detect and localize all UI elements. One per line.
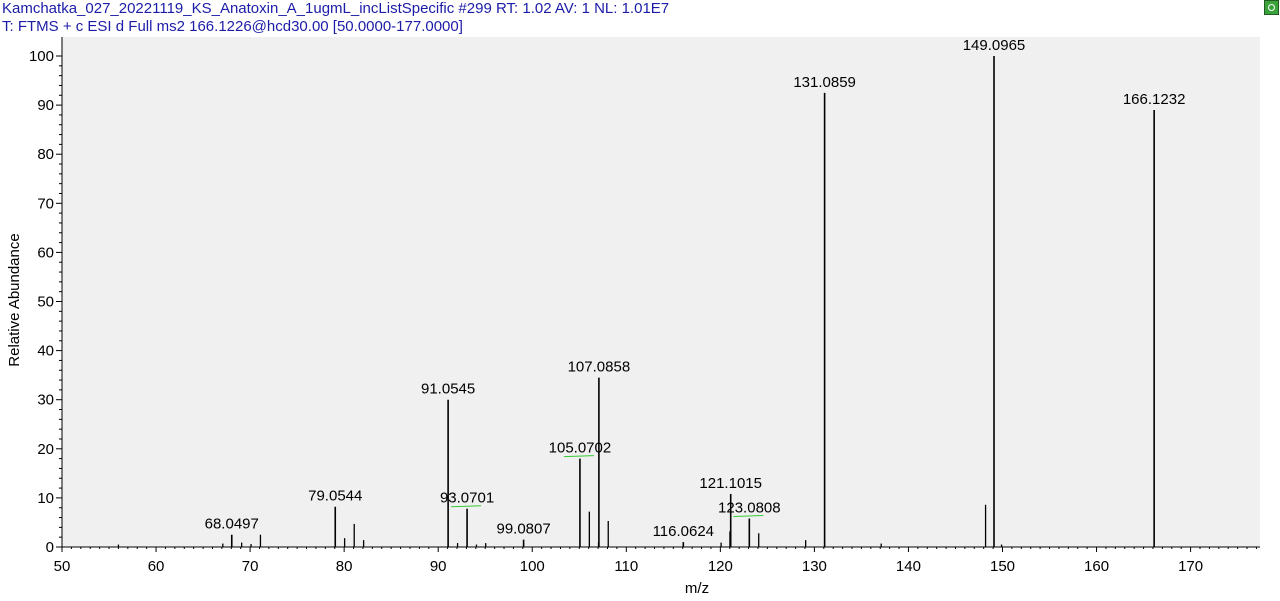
peak-label: 116.0624 — [653, 523, 714, 540]
peak-label-marker — [451, 505, 482, 508]
x-tick-label: 50 — [54, 558, 71, 575]
peak-label: 68.0497 — [205, 516, 259, 533]
peak-label: 107.0858 — [568, 359, 631, 376]
corner-status-icon[interactable] — [1264, 0, 1279, 15]
x-tick-label: 150 — [990, 558, 1015, 575]
x-tick-label: 110 — [614, 558, 638, 575]
plot-area — [62, 37, 1260, 547]
x-tick-label: 160 — [1084, 558, 1109, 575]
x-axis-ticks: 50 60 70 80 90 100 110 120 130 140 150 160 170 — [54, 547, 1203, 575]
y-tick-label: 100 — [29, 48, 54, 65]
x-tick-label: 170 — [1178, 558, 1203, 575]
peak-label-marker — [733, 515, 764, 518]
peak-label: 123.0808 — [718, 500, 781, 517]
y-axis-label: Relative Abundance — [6, 233, 23, 366]
y-tick-label: 80 — [37, 146, 54, 163]
y-tick-label: 70 — [37, 195, 54, 212]
x-tick-label: 90 — [430, 558, 447, 575]
y-tick-label: 50 — [37, 294, 54, 311]
y-tick-label: 10 — [37, 490, 54, 507]
x-tick-label: 80 — [336, 558, 353, 575]
x-tick-label: 100 — [520, 558, 545, 575]
peak-label: 105.0702 — [549, 440, 612, 457]
peak-label: 93.0701 — [440, 490, 494, 507]
peak-label-marker — [563, 455, 594, 458]
peak-label: 99.0807 — [496, 521, 550, 538]
peak-label: 131.0859 — [793, 74, 856, 91]
x-tick-label: 140 — [896, 558, 921, 575]
scan-header-title: Kamchatka_027_20221119_KS_Anatoxin_A_1ug… — [2, 0, 670, 17]
y-tick-label: 0 — [46, 539, 54, 556]
peak-label: 166.1232 — [1123, 91, 1186, 108]
peak-label: 91.0545 — [421, 381, 475, 398]
y-tick-label: 40 — [37, 343, 54, 360]
y-tick-label: 60 — [37, 244, 54, 261]
peaks — [117, 56, 1155, 547]
y-tick-label: 90 — [37, 97, 54, 114]
peak-label: 149.0965 — [963, 37, 1026, 54]
y-tick-label: 30 — [37, 392, 54, 409]
x-tick-label: 120 — [708, 558, 733, 575]
peak-label: 79.0544 — [308, 488, 362, 505]
y-tick-label: 20 — [37, 441, 54, 458]
x-tick-label: 60 — [148, 558, 165, 575]
scan-header-filter: T: FTMS + c ESI d Full ms2 166.1226@hcd3… — [2, 18, 463, 35]
y-axis-ticks: 0 10 20 30 40 50 60 70 80 90 100 — [29, 48, 62, 556]
x-axis-label: m/z — [685, 580, 709, 597]
peak-label: 121.1015 — [699, 475, 762, 492]
x-tick-label: 70 — [242, 558, 259, 575]
x-tick-label: 130 — [802, 558, 827, 575]
